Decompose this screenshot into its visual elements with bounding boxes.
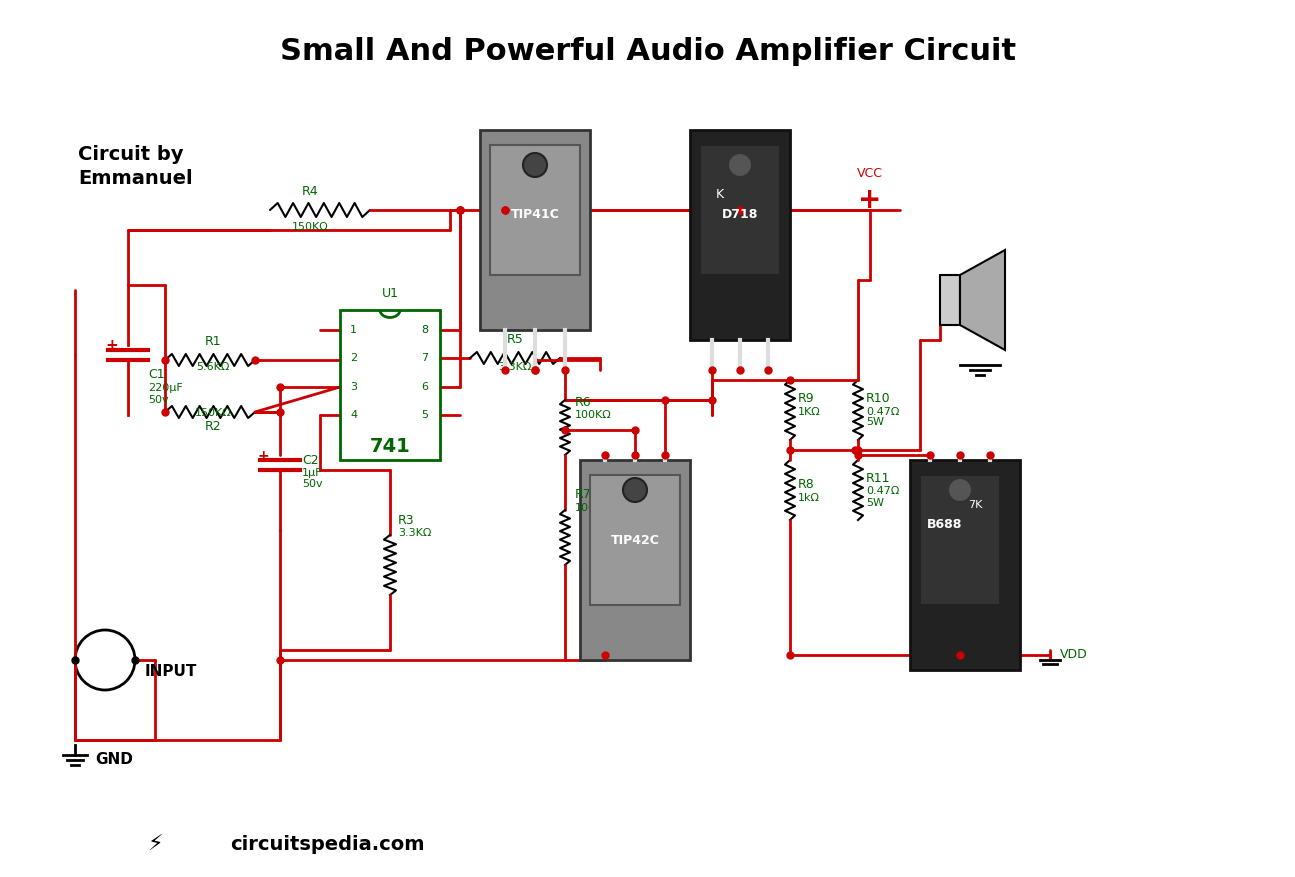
Text: R8: R8 — [798, 479, 815, 491]
Text: R6: R6 — [575, 396, 592, 409]
Text: 220μF: 220μF — [148, 383, 183, 393]
Text: 1: 1 — [350, 325, 357, 335]
Text: 5W: 5W — [866, 498, 884, 508]
Text: +: + — [859, 186, 882, 214]
Bar — [580, 460, 690, 660]
Text: U1: U1 — [382, 287, 399, 300]
Text: R7: R7 — [575, 488, 592, 502]
Text: +: + — [106, 338, 118, 353]
Text: 0.47Ω: 0.47Ω — [866, 407, 899, 417]
Text: R9: R9 — [798, 391, 815, 404]
Text: circuitspedia.com: circuitspedia.com — [231, 836, 425, 854]
Text: 50v: 50v — [302, 479, 322, 489]
Text: Small And Powerful Audio Amplifier Circuit: Small And Powerful Audio Amplifier Circu… — [280, 38, 1017, 67]
Text: 1kΩ: 1kΩ — [798, 493, 820, 503]
Text: TIP41C: TIP41C — [510, 209, 559, 222]
Bar — [490, 145, 580, 275]
Bar — [690, 130, 790, 340]
Text: 3.3KΩ: 3.3KΩ — [398, 528, 431, 538]
Text: 6: 6 — [421, 382, 429, 392]
Text: 7K: 7K — [967, 500, 982, 510]
Bar — [480, 130, 591, 330]
Circle shape — [948, 478, 973, 502]
Bar — [701, 145, 780, 275]
Text: 3.3KΩ: 3.3KΩ — [499, 362, 532, 372]
Bar — [910, 460, 1020, 670]
Text: +: + — [258, 449, 269, 463]
Text: R10: R10 — [866, 391, 891, 404]
Text: R2: R2 — [205, 420, 221, 433]
Text: 1KΩ: 1KΩ — [798, 407, 821, 417]
Bar — [919, 475, 1000, 605]
Text: R3: R3 — [398, 514, 414, 526]
Text: 4: 4 — [350, 410, 357, 420]
Text: R1: R1 — [205, 335, 221, 348]
Text: 3: 3 — [350, 382, 357, 392]
Text: TIP42C: TIP42C — [610, 533, 659, 546]
Text: 0.47Ω: 0.47Ω — [866, 486, 899, 496]
Circle shape — [728, 153, 752, 177]
Text: K: K — [716, 189, 724, 202]
Text: B688: B688 — [927, 518, 962, 531]
Text: VDD: VDD — [1061, 648, 1088, 661]
Text: C1: C1 — [148, 368, 164, 381]
Bar — [940, 275, 960, 325]
Text: 741: 741 — [369, 438, 411, 457]
Text: R4: R4 — [302, 185, 319, 198]
Text: C2: C2 — [302, 453, 319, 467]
Text: 100KΩ: 100KΩ — [575, 503, 611, 513]
Text: D718: D718 — [721, 209, 758, 222]
Text: ⚡: ⚡ — [148, 835, 163, 855]
Bar — [591, 475, 680, 605]
Text: 5: 5 — [421, 410, 429, 420]
Polygon shape — [960, 250, 1005, 350]
Text: 50v: 50v — [148, 395, 168, 405]
Text: GND: GND — [95, 752, 133, 767]
Text: 7: 7 — [421, 353, 429, 363]
Text: 150KΩ: 150KΩ — [291, 222, 329, 232]
Text: VCC: VCC — [857, 167, 883, 180]
Text: INPUT: INPUT — [145, 665, 197, 680]
Text: 2: 2 — [350, 353, 357, 363]
Text: 5W: 5W — [866, 417, 884, 427]
Text: 1μF: 1μF — [302, 468, 322, 478]
Circle shape — [623, 478, 648, 502]
Text: 5.6KΩ: 5.6KΩ — [197, 362, 229, 372]
Text: 8: 8 — [421, 325, 429, 335]
Text: 150KΩ: 150KΩ — [194, 408, 232, 418]
Text: R5: R5 — [506, 333, 523, 346]
Text: R11: R11 — [866, 472, 891, 484]
Bar — [341, 310, 440, 460]
Text: Circuit by
Emmanuel: Circuit by Emmanuel — [78, 145, 193, 188]
Text: 100KΩ: 100KΩ — [575, 410, 611, 420]
Circle shape — [523, 153, 546, 177]
